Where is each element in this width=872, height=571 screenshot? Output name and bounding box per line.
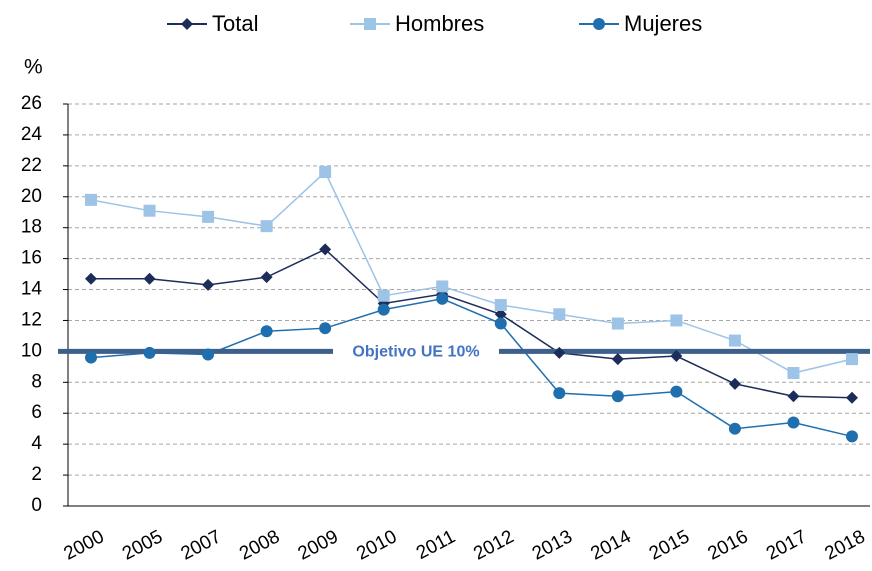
marker [202,348,215,361]
legend-label: Total [212,11,258,36]
x-tick-label: 2014 [587,526,635,565]
marker [202,210,215,223]
marker [611,353,624,366]
marker [260,220,273,233]
x-tick-label: 2010 [353,526,400,564]
x-tick-label: 2011 [413,526,459,564]
marker [670,314,683,327]
legend-label: Hombres [395,11,484,36]
x-tick-label: 2016 [704,526,751,564]
marker [85,193,97,206]
marker [143,272,156,285]
marker [436,280,449,293]
marker [181,18,193,30]
x-tick-label: 2012 [470,526,517,564]
y-tick-label: 12 [21,309,42,330]
series-line [91,248,853,399]
x-tick-label: 2009 [295,526,342,564]
y-tick-label: 10 [21,340,42,361]
y-tick-label: 2 [31,464,42,485]
marker [260,271,273,284]
marker [611,317,624,330]
marker [364,18,376,30]
marker [377,303,390,316]
marker [553,346,566,359]
marker [319,322,332,335]
marker [494,308,507,321]
marker [787,367,800,380]
y-tick-label: 16 [21,248,42,269]
y-tick-label: 6 [31,402,42,423]
series-line [90,170,853,374]
marker [846,430,858,443]
marker [260,325,273,338]
marker [319,243,332,256]
y-tick-label: 22 [21,155,42,176]
y-tick-label: 0 [31,495,42,516]
x-tick-label: 2015 [646,526,693,564]
x-tick-label: 2008 [236,526,283,564]
marker [787,416,800,429]
marker [553,387,566,400]
marker [85,272,97,285]
y-tick-label: 8 [31,371,42,392]
marker [728,334,741,347]
y-tick-label: 4 [31,433,42,454]
marker [143,204,156,217]
marker [494,299,507,311]
y-unit-label: % [24,56,43,79]
y-tick-label: 20 [21,186,42,207]
marker [494,317,507,330]
x-tick-label: 2017 [763,526,810,564]
marker [728,377,741,390]
marker [846,391,858,404]
y-tick-label: 26 [21,93,42,114]
y-tick-label: 24 [21,124,43,145]
marker [202,278,215,291]
marker [85,351,97,364]
y-tick-label: 14 [21,279,43,300]
marker [670,385,683,398]
x-tick-label: 2013 [529,526,576,564]
marker [670,350,683,363]
marker [728,422,741,435]
marker [436,292,449,305]
marker [377,289,390,302]
target-label-bg [333,339,499,364]
marker [787,390,800,403]
x-tick-label: 2007 [178,526,225,564]
legend-label: Mujeres [624,11,702,36]
marker [553,308,566,321]
x-tick-label: 2000 [61,526,108,564]
marker [611,390,624,403]
y-tick-label: 18 [21,217,42,238]
marker [846,353,858,366]
target-label: Objetivo UE 10% [352,344,479,361]
x-tick-label: 2005 [119,526,166,564]
marker [143,346,156,359]
x-tick-label: 2018 [822,526,869,564]
marker [319,166,332,179]
marker [593,18,605,30]
series-line [90,298,853,438]
